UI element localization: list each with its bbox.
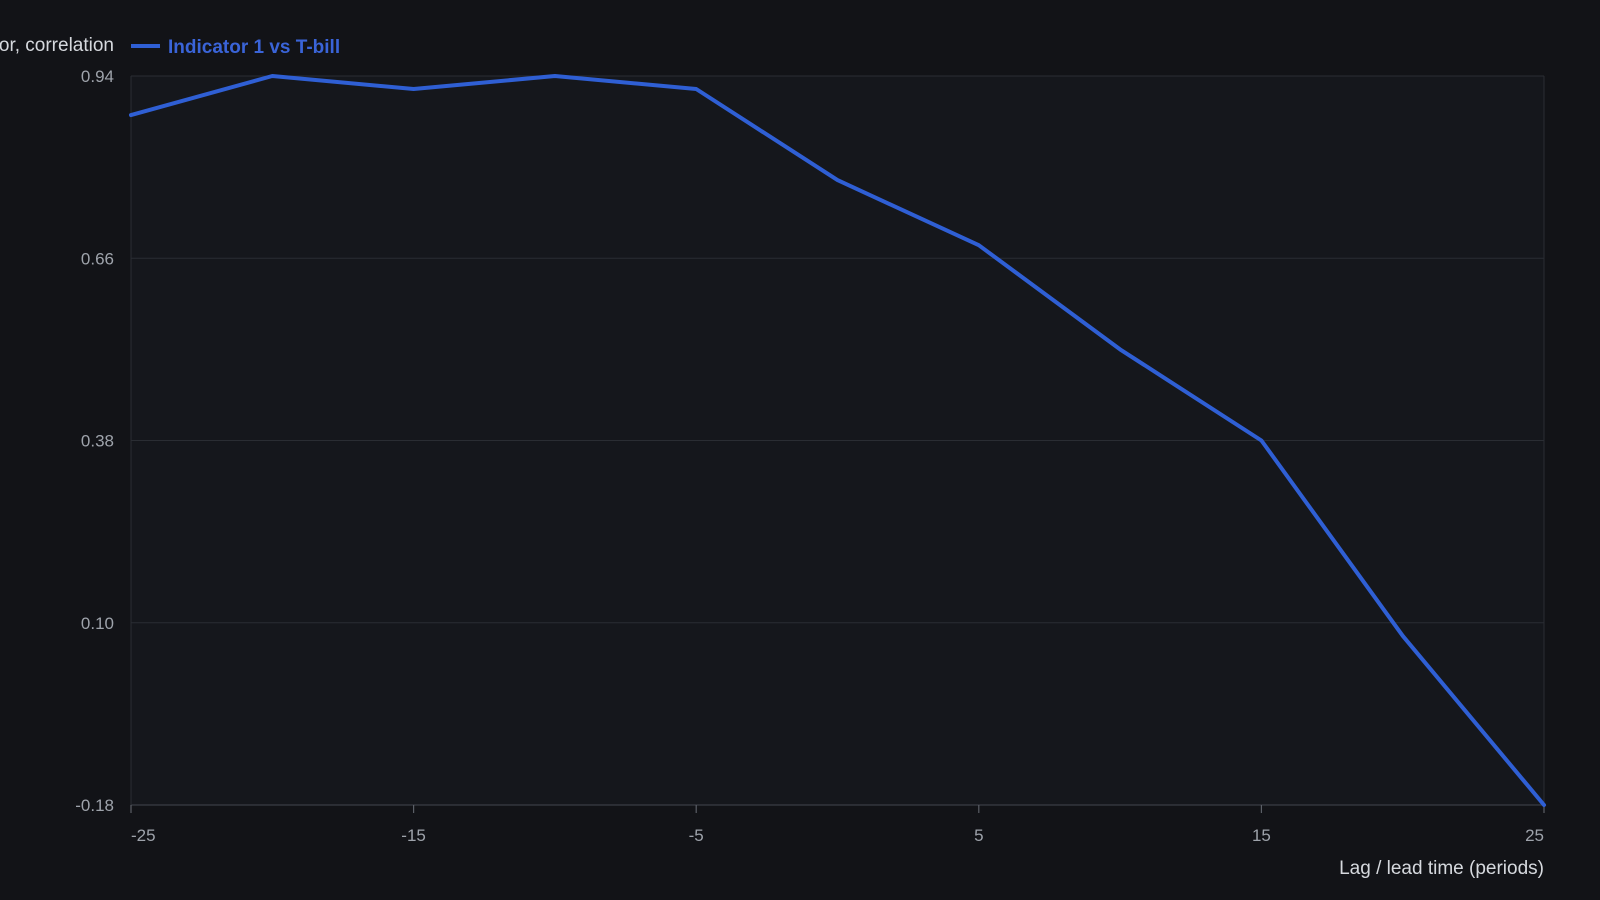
x-tick-label: 15 — [1252, 826, 1271, 845]
legend: Indicator 1 vs T-bill — [131, 37, 340, 58]
legend-entry-label: Indicator 1 vs T-bill — [168, 37, 340, 58]
y-tick-label: 0.94 — [81, 67, 114, 86]
x-tick-label: -15 — [401, 826, 426, 845]
x-tick-label: -5 — [689, 826, 704, 845]
series-line — [129, 74, 1546, 807]
x-tick-labels: -25 -15 -5 5 15 25 — [130, 805, 1545, 845]
y-tick-label: 0.38 — [81, 432, 114, 451]
y-tick-label: -0.18 — [75, 796, 114, 815]
axes — [130, 76, 1545, 806]
y-tick-labels: 0.94 0.66 0.38 0.10 -0.18 — [75, 67, 114, 815]
gridlines — [131, 75, 1544, 624]
y-tick-label: 0.10 — [81, 614, 114, 633]
x-tick-label: 25 — [1525, 826, 1544, 845]
x-tick-label: -25 — [131, 826, 156, 845]
x-tick-label: 5 — [974, 826, 983, 845]
y-axis-title: or, correlation — [0, 35, 114, 56]
series-lines — [129, 74, 1546, 807]
x-axis-title: Lag / lead time (periods) — [1339, 858, 1544, 879]
y-tick-label: 0.66 — [81, 249, 114, 268]
